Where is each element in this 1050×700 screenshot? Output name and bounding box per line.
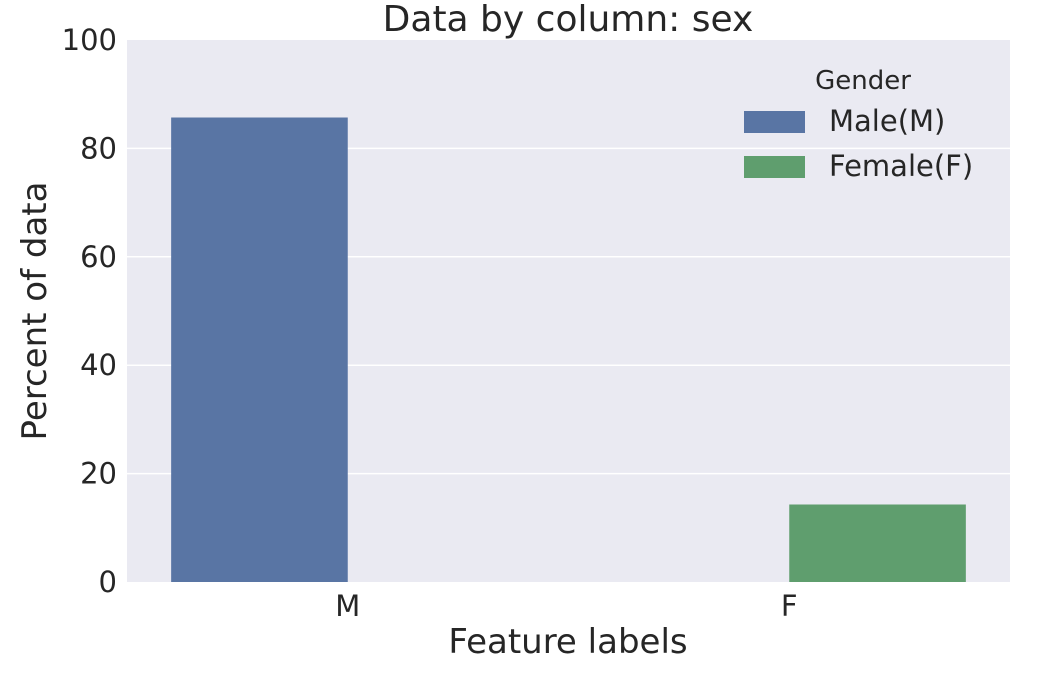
y-tick-label: 40 (80, 348, 117, 382)
y-tick-label: 0 (99, 565, 117, 599)
chart-title: Data by column: sex (383, 0, 754, 40)
y-tick-label: 100 (62, 23, 117, 57)
bars (171, 117, 966, 583)
legend-title: Gender (815, 66, 911, 96)
legend-swatch (744, 156, 805, 178)
y-tick-label: 60 (80, 240, 117, 274)
y-tick-label: 80 (80, 131, 117, 165)
legend-swatch (744, 111, 805, 133)
x-axis-label: Feature labels (448, 622, 687, 662)
y-tick-label: 20 (80, 457, 117, 491)
legend-label: Female(F) (829, 149, 973, 183)
legend: Gender Male(M) Female(F) (744, 66, 973, 183)
bar-m (171, 117, 348, 583)
y-axis-label: Percent of data (15, 182, 55, 441)
x-tick-label: M (335, 589, 360, 623)
x-tick-label: F (781, 589, 798, 623)
bar-f (789, 504, 966, 582)
y-axis-ticks: 0 20 40 60 80 100 (62, 23, 117, 599)
legend-label: Male(M) (829, 104, 945, 138)
